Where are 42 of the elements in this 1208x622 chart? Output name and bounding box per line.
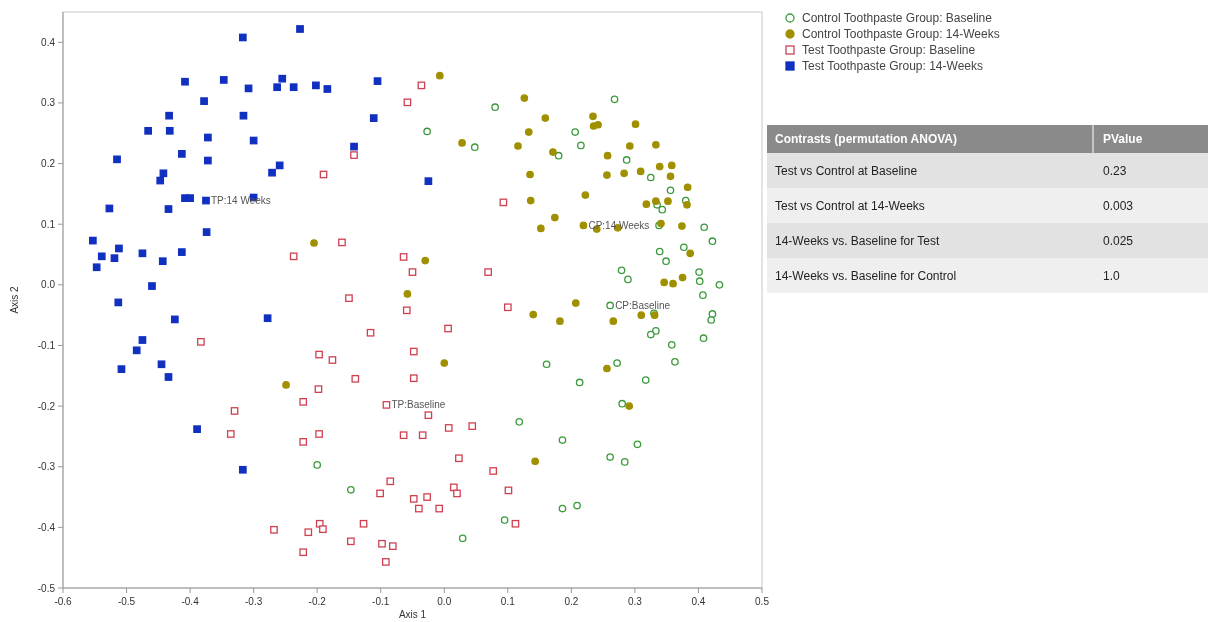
- annotation: TP:Baseline: [391, 399, 446, 411]
- y-tick-label: 0.3: [41, 97, 56, 109]
- text: 0.003: [1103, 199, 1134, 213]
- x-tick-label: -0.3: [245, 596, 263, 607]
- x-tick-label: 0.2: [564, 596, 579, 607]
- y-tick-label: 0.2: [41, 158, 56, 170]
- annotation: CP:14 Weeks: [588, 219, 650, 231]
- legend-label: Control Toothpaste Group: 14-Weeks: [802, 27, 1000, 41]
- x-tick-label: 0.0: [437, 596, 452, 607]
- text: Test vs Control at 14-Weeks: [775, 199, 925, 213]
- y-tick-label: -0.5: [37, 582, 56, 594]
- y-tick-label: -0.3: [37, 461, 56, 473]
- x-tick-label: 0.4: [691, 596, 706, 607]
- y-tick-label: -0.2: [37, 400, 56, 412]
- legend-label: Test Toothpaste Group: 14-Weeks: [802, 59, 983, 73]
- x-tick-label: -0.4: [181, 596, 200, 607]
- text: 14-Weeks vs. Baseline for Control: [775, 269, 957, 283]
- annotation: TP:14 Weeks: [210, 195, 271, 207]
- x-tick-label: 0.5: [755, 596, 770, 607]
- y-tick-label: -0.4: [37, 521, 56, 533]
- x-tick-label: -0.2: [308, 596, 327, 607]
- x-tick-label: 0.1: [500, 596, 516, 607]
- text: 1.0: [1103, 269, 1121, 283]
- text: Test vs Control at Baseline: [775, 164, 918, 178]
- x-axis-title: Axis 1: [398, 609, 427, 620]
- text: 0.025: [1103, 234, 1134, 248]
- legend-label: Control Toothpaste Group: Baseline: [802, 11, 993, 25]
- y-tick-label: 0.4: [41, 36, 56, 48]
- y-tick-label: 0.0: [41, 279, 56, 291]
- y-tick-label: -0.1: [37, 339, 56, 351]
- text: 0.23: [1103, 164, 1127, 178]
- y-tick-label: 0.1: [41, 218, 56, 230]
- legend-label: Test Toothpaste Group: Baseline: [802, 43, 976, 57]
- text: 14-Weeks vs. Baseline for Test: [775, 234, 940, 248]
- x-tick-label: -0.5: [117, 596, 136, 607]
- y-axis-title: Axis 2: [9, 285, 20, 314]
- text: Contrasts (permutation ANOVA): [775, 132, 958, 146]
- x-tick-label: -0.6: [54, 596, 73, 607]
- x-tick-label: 0.3: [627, 596, 643, 607]
- annotation: CP:Baseline: [615, 299, 671, 311]
- x-tick-label: -0.1: [372, 596, 390, 607]
- text: PValue: [1103, 132, 1143, 146]
